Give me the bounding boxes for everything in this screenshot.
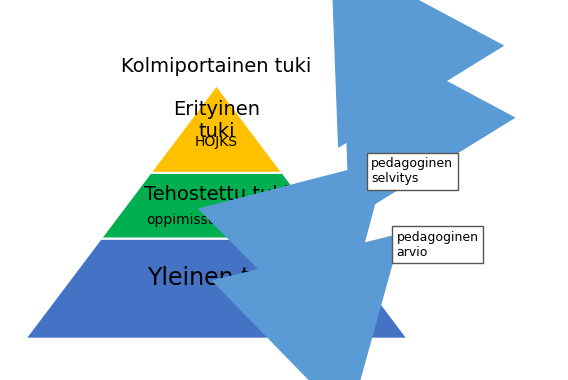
- Text: pedagoginen
arvio: pedagoginen arvio: [396, 231, 478, 259]
- Polygon shape: [101, 173, 332, 239]
- Text: pedagoginen
selvitys: pedagoginen selvitys: [371, 157, 453, 185]
- Text: Kolmiportainen tuki: Kolmiportainen tuki: [122, 57, 312, 76]
- Text: HOJKS: HOJKS: [195, 135, 238, 149]
- Polygon shape: [25, 239, 408, 339]
- Text: oppimissuunnitelma: oppimissuunnitelma: [146, 213, 287, 227]
- Polygon shape: [151, 85, 283, 173]
- Text: Erityinen
tuki: Erityinen tuki: [173, 100, 260, 141]
- Text: Yleinen tuki: Yleinen tuki: [147, 266, 286, 290]
- Text: Tehostettu tuki: Tehostettu tuki: [144, 185, 289, 204]
